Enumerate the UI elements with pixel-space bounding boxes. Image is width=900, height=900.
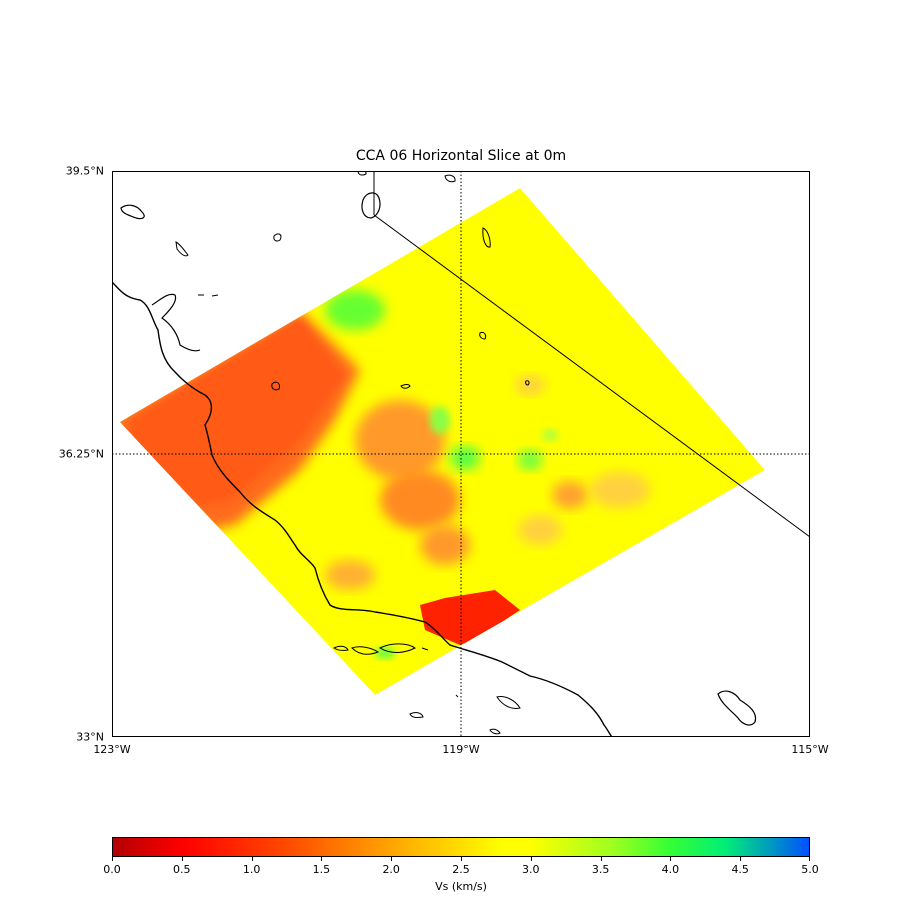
island-catalina bbox=[496, 696, 521, 709]
lat-label-mid: 36.25°N bbox=[58, 447, 104, 461]
basin-patch-8 bbox=[518, 515, 562, 545]
colorbar-tick-label: 4.5 bbox=[731, 863, 749, 876]
colorbar-tick-mark bbox=[461, 857, 462, 861]
bay-coastline bbox=[151, 293, 201, 352]
colorbar-tick-label: 4.0 bbox=[661, 863, 680, 876]
low-velocity-basin bbox=[420, 590, 520, 645]
colorbar-tick-mark bbox=[809, 857, 810, 861]
island-san-clemente bbox=[489, 728, 501, 735]
map-panel bbox=[111, 170, 811, 738]
map-border bbox=[112, 171, 810, 737]
lon-label-left: 123°W bbox=[93, 743, 131, 756]
lon-label-mid: 119°W bbox=[442, 743, 480, 756]
velocity-slice bbox=[120, 188, 765, 695]
basin-patch-3 bbox=[420, 525, 470, 565]
colorbar-tick-label: 2.5 bbox=[452, 863, 470, 876]
lake-small-owens bbox=[525, 380, 530, 386]
island-santa-rosa bbox=[351, 646, 380, 655]
lake-berryessa bbox=[175, 241, 189, 257]
island-san-nicolas bbox=[409, 712, 424, 719]
folsom-lake bbox=[273, 233, 282, 242]
high-velocity-patch-6 bbox=[542, 429, 558, 441]
lon-label-right: 115°W bbox=[791, 743, 829, 756]
island-san-miguel bbox=[333, 645, 349, 651]
lake-tahoe bbox=[361, 192, 381, 219]
colorbar-tick-label: 5.0 bbox=[801, 863, 819, 876]
low-velocity-west-core bbox=[130, 318, 345, 505]
colorbar-tick-label: 3.0 bbox=[522, 863, 540, 876]
colorbar-label: Vs (km/s) bbox=[435, 880, 487, 893]
map-canvas bbox=[111, 170, 811, 738]
lake-san-luis bbox=[271, 381, 280, 391]
colorbar-tick-mark bbox=[600, 857, 602, 861]
lake-north-east bbox=[444, 174, 456, 183]
high-velocity-patch-2 bbox=[450, 446, 480, 470]
basin-patch-5 bbox=[552, 481, 588, 509]
basin-patch-1 bbox=[355, 400, 445, 480]
colorbar bbox=[112, 837, 810, 857]
colorbar-tick-mark bbox=[321, 857, 323, 861]
colorbar-gradient bbox=[112, 837, 810, 857]
colorbar-tick-mark bbox=[391, 857, 393, 861]
high-velocity-patch-4 bbox=[430, 406, 450, 434]
colorbar-tick-mark bbox=[530, 857, 532, 861]
high-velocity-patch-5 bbox=[375, 647, 395, 659]
mono-lake bbox=[482, 227, 491, 248]
coastline bbox=[111, 281, 613, 738]
basin-patch-4 bbox=[325, 560, 375, 590]
basin-patch-7 bbox=[515, 375, 545, 395]
colorbar-tick-label: 0.0 bbox=[103, 863, 121, 876]
high-velocity-patch-3 bbox=[518, 450, 542, 470]
island-santa-barbara bbox=[455, 694, 459, 698]
lat-label-top: 39.5°N bbox=[65, 164, 104, 178]
high-velocity-patch-1 bbox=[325, 290, 385, 330]
colorbar-tick-mark bbox=[740, 857, 742, 861]
lake-tiny-2 bbox=[211, 294, 219, 297]
salton-sea bbox=[717, 690, 757, 726]
colorbar-tick-label: 3.5 bbox=[591, 863, 610, 876]
island-santa-cruz bbox=[378, 643, 416, 653]
island-anacapa bbox=[421, 647, 429, 651]
colorbar-tick-label: 1.5 bbox=[312, 863, 331, 876]
state-border-diagonal bbox=[373, 214, 811, 538]
basin-patch-6 bbox=[590, 472, 650, 508]
clear-lake bbox=[120, 204, 145, 220]
colorbar-tick-label: 2.0 bbox=[382, 863, 400, 876]
lat-label-bottom: 33°N bbox=[76, 730, 104, 744]
colorbar-tick-mark bbox=[181, 857, 183, 861]
colorbar-tick-label: 0.5 bbox=[173, 863, 191, 876]
colorbar-tick-mark bbox=[670, 857, 672, 861]
colorbar-tick-label: 1.0 bbox=[242, 863, 261, 876]
map-title: CCA 06 Horizontal Slice at 0m bbox=[355, 148, 567, 164]
lake-crowley bbox=[479, 332, 487, 340]
colorbar-tick-mark bbox=[251, 857, 253, 861]
colorbar-tick-mark bbox=[112, 857, 113, 861]
lake-millerton bbox=[400, 384, 411, 389]
basin-patch-2 bbox=[380, 470, 460, 530]
